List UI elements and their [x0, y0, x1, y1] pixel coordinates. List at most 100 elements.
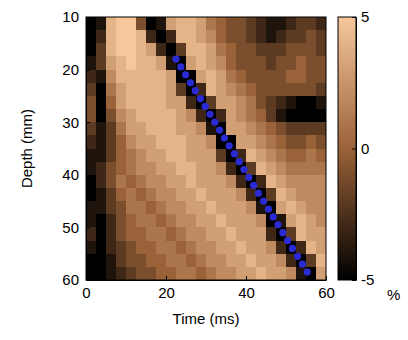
heatmap-cell [306, 70, 317, 84]
y-axis-tick-label: 10 [62, 8, 79, 25]
heatmap-cell [126, 30, 137, 44]
heatmap-cell [296, 201, 307, 215]
heatmap-cell [106, 43, 117, 57]
heatmap-cell [86, 135, 97, 149]
heatmap-cell [106, 175, 117, 189]
scatter-point [245, 174, 252, 181]
heatmap-cell [86, 17, 97, 31]
scatter-point [187, 79, 194, 86]
heatmap-cell [286, 56, 297, 70]
heatmap-cell [116, 241, 127, 255]
heatmap-cell [106, 188, 117, 202]
scatter-point [216, 126, 223, 133]
heatmap-cell [136, 43, 147, 57]
heatmap-cell [316, 201, 326, 215]
heatmap-cell [96, 96, 107, 110]
heatmap-cell [226, 175, 237, 189]
heatmap-cell [306, 135, 317, 149]
heatmap-cell [116, 122, 127, 136]
x-axis-tick-mark [166, 276, 167, 280]
heatmap-cell [196, 149, 207, 163]
heatmap-cell [316, 70, 326, 84]
heatmap-cell [156, 254, 167, 268]
heatmap-cell [136, 214, 147, 228]
heatmap-cell [86, 96, 97, 110]
heatmap-cell [296, 135, 307, 149]
heatmap-cell [176, 214, 187, 228]
heatmap-cell [146, 109, 157, 123]
heatmap-cell [216, 43, 227, 57]
heatmap-cell [316, 96, 326, 110]
heatmap-cell [86, 30, 97, 44]
heatmap-cell [266, 96, 277, 110]
heatmap-cell [196, 30, 207, 44]
heatmap-cell [206, 201, 217, 215]
heatmap-cell [126, 135, 137, 149]
heatmap-cell [166, 109, 177, 123]
heatmap-cell [236, 17, 247, 31]
heatmap-cell [146, 149, 157, 163]
heatmap-cell [296, 56, 307, 70]
heatmap-cell [296, 43, 307, 57]
heatmap-cell [266, 162, 277, 176]
heatmap-cell [176, 109, 187, 123]
heatmap-cell [246, 56, 257, 70]
heatmap-cell [126, 175, 137, 189]
heatmap-cell [316, 83, 326, 97]
heatmap-cell [86, 175, 97, 189]
heatmap-cell [146, 122, 157, 136]
heatmap-cell [146, 267, 157, 280]
heatmap-cell [216, 254, 227, 268]
heatmap-cell [206, 17, 217, 31]
heatmap-cell [286, 175, 297, 189]
heatmap-cell [256, 149, 267, 163]
heatmap-cell [196, 201, 207, 215]
heatmap-cell [146, 17, 157, 31]
heatmap-cell [266, 17, 277, 31]
heatmap-cell [186, 267, 197, 280]
heatmap-cell [276, 201, 287, 215]
heatmap-cells [86, 17, 326, 280]
heatmap-cell [146, 254, 157, 268]
heatmap-cell [96, 214, 107, 228]
heatmap-cell [306, 96, 317, 110]
heatmap-cell [186, 214, 197, 228]
heatmap-cell [136, 96, 147, 110]
heatmap-cell [286, 30, 297, 44]
heatmap-cell [216, 175, 227, 189]
heatmap-cell [156, 175, 167, 189]
heatmap-cell [256, 162, 267, 176]
heatmap-cell [206, 227, 217, 241]
heatmap-cell [306, 254, 317, 268]
heatmap-cell [256, 267, 267, 280]
heatmap-cell [246, 43, 257, 57]
heatmap-cell [206, 70, 217, 84]
heatmap-cell [106, 227, 117, 241]
heatmap-cell [86, 162, 97, 176]
heatmap-cell [276, 83, 287, 97]
scatter-point [202, 103, 209, 110]
heatmap-cell [276, 17, 287, 31]
heatmap-cell [116, 162, 127, 176]
heatmap-cell [236, 30, 247, 44]
heatmap-cell [216, 149, 227, 163]
heatmap-cell [126, 17, 137, 31]
heatmap-cell [146, 201, 157, 215]
heatmap-cell [236, 201, 247, 215]
scatter-point [240, 166, 247, 173]
heatmap-cell [86, 56, 97, 70]
colorbar-label: % [387, 286, 400, 303]
heatmap-cell [226, 122, 237, 136]
heatmap-cell [176, 241, 187, 255]
heatmap-cell [176, 162, 187, 176]
heatmap-cell [196, 227, 207, 241]
heatmap-cell [116, 30, 127, 44]
scatter-point [260, 198, 267, 205]
heatmap-cell [306, 109, 317, 123]
y-axis-title: Depth (mm) [18, 109, 35, 188]
heatmap-cell [216, 17, 227, 31]
heatmap-cell [236, 83, 247, 97]
heatmap-cell [306, 214, 317, 228]
y-axis-tick-mark [86, 122, 90, 123]
heatmap-cell [276, 162, 287, 176]
